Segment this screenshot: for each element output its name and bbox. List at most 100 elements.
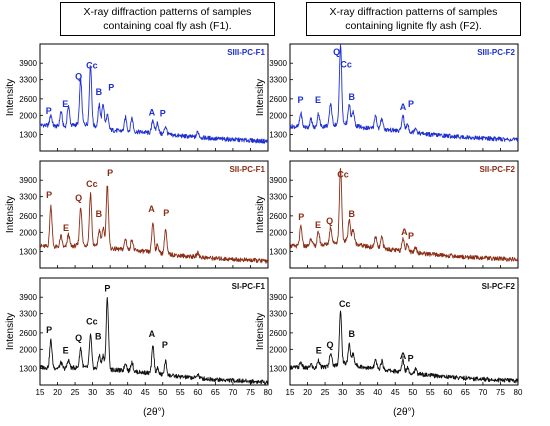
x-tick-label: 75 <box>496 388 505 397</box>
y-tick-label: 3300 <box>269 310 287 319</box>
x-tick-label: 35 <box>356 388 365 397</box>
x-tick-label: 55 <box>176 388 185 397</box>
x-tick-label: 40 <box>373 388 382 397</box>
x-tick-label: 75 <box>246 388 255 397</box>
y-tick-label: 3300 <box>19 310 37 319</box>
xrd-trace <box>39 65 269 144</box>
plot-frame <box>39 43 269 152</box>
phase-label: Cc <box>86 61 98 71</box>
phase-label: E <box>315 95 321 105</box>
x-tick-label: 15 <box>286 388 295 397</box>
phase-label: P <box>46 106 52 116</box>
phase-label: E <box>63 223 69 233</box>
phase-label: A <box>401 227 408 237</box>
y-tick-label: 1300 <box>19 365 37 374</box>
phase-label: A <box>400 351 407 361</box>
y-tick-label: 3300 <box>269 193 287 202</box>
plot-frame <box>289 277 519 386</box>
y-tick-label: 3900 <box>269 293 287 302</box>
y-tick-label: 2000 <box>19 111 37 120</box>
y-axis-label: Intensity <box>5 313 16 350</box>
phase-label: Cc <box>337 169 349 179</box>
phase-label: P <box>408 231 414 241</box>
x-tick-label: 30 <box>88 388 97 397</box>
x-tick-label: 30 <box>338 388 347 397</box>
phase-label: P <box>160 109 166 119</box>
phase-label: P <box>108 83 114 93</box>
plot-frame <box>289 160 519 269</box>
phase-label: A <box>149 329 156 339</box>
phase-label: Q <box>333 47 340 57</box>
phase-label: P <box>162 340 168 350</box>
y-axis-label: Intensity <box>255 313 266 350</box>
phase-label: E <box>316 345 322 355</box>
y-tick-label: 3300 <box>19 76 37 85</box>
y-tick-label: 1300 <box>19 131 37 140</box>
x-tick-label: 70 <box>478 388 487 397</box>
y-tick-label: 2000 <box>19 345 37 354</box>
phase-label: Cc <box>86 317 98 327</box>
phase-label: Cc <box>340 59 352 69</box>
phase-label: A <box>148 204 155 214</box>
sample-name: SI-PC-F2 <box>482 282 516 291</box>
x-tick-label: 65 <box>211 388 220 397</box>
x-axis-label: (2θ°) <box>393 407 415 418</box>
y-tick-label: 2600 <box>269 212 287 221</box>
right-column-title: X-ray diffraction patterns of samples co… <box>306 2 521 36</box>
plot-frame <box>39 277 269 386</box>
x-tick-label: 20 <box>53 388 62 397</box>
phase-label: P <box>107 168 113 178</box>
left-column-title: X-ray diffraction patterns of samples co… <box>60 2 275 36</box>
y-tick-label: 2600 <box>19 329 37 338</box>
y-tick-label: 2000 <box>269 228 287 237</box>
y-tick-label: 3900 <box>269 176 287 185</box>
y-tick-label: 2600 <box>269 95 287 104</box>
xrd-trace <box>289 167 519 262</box>
phase-label: Q <box>326 216 333 226</box>
phase-label: Q <box>75 72 82 82</box>
sample-name: SII-PC-F2 <box>479 165 515 174</box>
x-tick-label: 80 <box>514 388 523 397</box>
phase-label: P <box>408 354 414 364</box>
y-axis-label: Intensity <box>5 79 16 116</box>
phase-label: Q <box>326 340 333 350</box>
x-tick-label: 80 <box>264 388 273 397</box>
y-axis-label: Intensity <box>255 196 266 233</box>
plot-frame <box>289 43 519 152</box>
y-tick-label: 2600 <box>269 329 287 338</box>
x-tick-label: 20 <box>303 388 312 397</box>
x-tick-label: 45 <box>391 388 400 397</box>
phase-label: B <box>348 92 355 102</box>
y-tick-label: 2000 <box>269 345 287 354</box>
phase-label: P <box>104 284 110 294</box>
plot-frame <box>39 160 269 269</box>
y-tick-label: 2000 <box>19 228 37 237</box>
xrd-trace <box>289 310 519 384</box>
x-tick-label: 70 <box>228 388 237 397</box>
phase-label: P <box>163 208 169 218</box>
phase-label: Q <box>75 193 82 203</box>
y-axis-label: Intensity <box>5 196 16 233</box>
phase-label: Cc <box>339 299 351 309</box>
y-tick-label: 3300 <box>269 76 287 85</box>
phase-label: P <box>46 190 52 200</box>
y-tick-label: 1300 <box>269 248 287 257</box>
x-tick-label: 50 <box>408 388 417 397</box>
phase-label: B <box>348 209 355 219</box>
x-axis-label: (2θ°) <box>143 407 165 418</box>
y-tick-label: 2000 <box>269 111 287 120</box>
y-tick-label: 1300 <box>269 365 287 374</box>
y-tick-label: 1300 <box>19 248 37 257</box>
phase-label: P <box>408 99 414 109</box>
phase-label: B <box>348 329 355 339</box>
x-tick-label: 60 <box>443 388 452 397</box>
x-tick-label: 15 <box>36 388 45 397</box>
phase-label: P <box>46 325 52 335</box>
phase-label: B <box>96 209 103 219</box>
phase-label: E <box>62 99 68 109</box>
y-tick-label: 3300 <box>19 193 37 202</box>
sample-name: SII-PC-F1 <box>229 165 265 174</box>
y-tick-label: 1300 <box>269 131 287 140</box>
x-tick-label: 50 <box>158 388 167 397</box>
